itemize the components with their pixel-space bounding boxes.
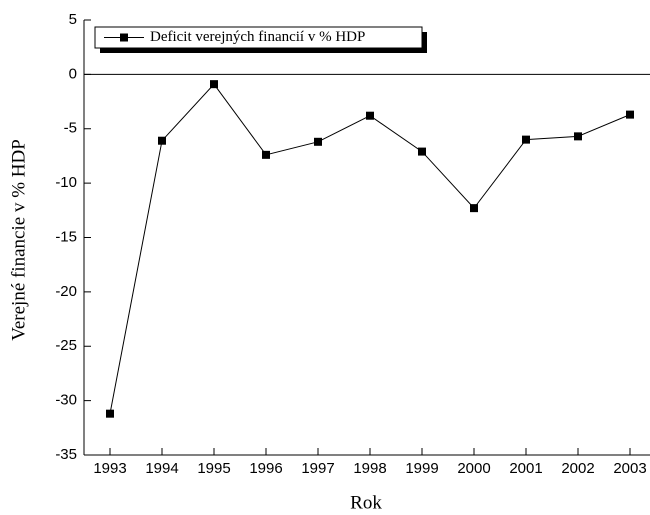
- y-tick-label: 5: [69, 11, 77, 28]
- data-point: [366, 111, 374, 120]
- y-tick-label: -5: [64, 120, 77, 137]
- y-tick-label: -20: [55, 283, 77, 300]
- x-tick-label: 1998: [353, 460, 386, 477]
- data-point: [470, 204, 478, 213]
- series-line: [109, 83, 631, 414]
- x-tick-label: 2003: [613, 460, 646, 477]
- data-point: [626, 110, 634, 119]
- y-tick-label: -10: [55, 174, 77, 191]
- data-point: [262, 150, 270, 159]
- legend-marker: [120, 33, 128, 42]
- y-tick-label: -35: [55, 446, 77, 463]
- x-tick-label: 1995: [197, 460, 230, 477]
- y-tick-label: 0: [69, 65, 77, 82]
- x-tick-label: 2001: [509, 460, 542, 477]
- data-point: [158, 136, 166, 145]
- data-point: [106, 409, 114, 418]
- legend-box: [94, 26, 423, 49]
- data-point: [418, 147, 426, 156]
- x-tick-label: 1999: [405, 460, 438, 477]
- x-tick-label: 1996: [249, 460, 282, 477]
- data-point: [314, 137, 322, 146]
- x-tick-label: 1994: [145, 460, 178, 477]
- x-tick-label: 1993: [93, 460, 126, 477]
- y-tick-label: -30: [55, 392, 77, 409]
- x-axis-label: Rok: [350, 492, 382, 513]
- y-axis-label: Verejné financie v % HDP: [8, 139, 29, 341]
- y-tick-label: -15: [55, 228, 77, 245]
- x-tick-label: 2002: [561, 460, 594, 477]
- y-tick-label: -25: [55, 337, 77, 354]
- x-tick-label: 1997: [301, 460, 334, 477]
- data-point: [210, 80, 218, 89]
- legend-label: Deficit verejných financií v % HDP: [150, 29, 365, 45]
- data-point: [574, 132, 582, 141]
- data-point: [522, 135, 530, 144]
- x-tick-label: 2000: [457, 460, 490, 477]
